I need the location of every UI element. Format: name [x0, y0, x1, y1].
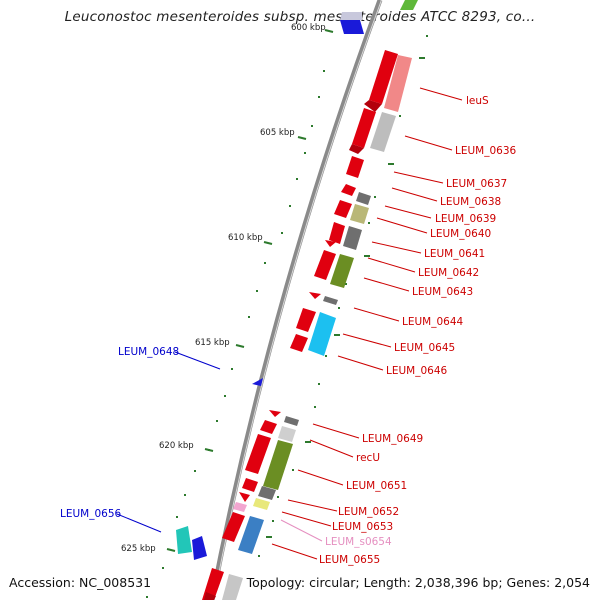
gene-0652-grey	[258, 486, 276, 500]
gene-0641-grey	[343, 226, 362, 250]
gene-0642	[314, 250, 336, 280]
gene-label-0656: LEUM_0656	[60, 508, 122, 520]
gene-0649-grey	[284, 416, 299, 426]
gene-0645-cyan	[308, 312, 336, 356]
gene-top-grey	[340, 12, 362, 20]
gene-0656-teal	[176, 526, 192, 554]
gene-label-0651: LEUM_0651	[346, 480, 407, 492]
gene-0640	[334, 200, 352, 218]
gene-recU-grey	[278, 426, 296, 442]
gene-0651	[245, 434, 271, 474]
gene-label-0643: LEUM_0643	[412, 286, 473, 298]
gene-label-0648: LEUM_0648	[118, 346, 179, 358]
gene-label-s0654: LEUM_s0654	[325, 536, 392, 548]
gene-0641	[329, 222, 345, 244]
gene-label-0640: LEUM_0640	[430, 228, 491, 240]
kbp-label-620: 620 kbp	[159, 441, 194, 451]
gene-top-green	[400, 0, 418, 10]
gene-label-leuS: leuS	[466, 95, 489, 107]
topology-text: Topology: circular; Length: 2,038,396 bp…	[246, 575, 590, 590]
gene-leuS-shadow	[384, 55, 412, 112]
gene-0655-blue	[238, 516, 264, 554]
gene-label-0639: LEUM_0639	[435, 213, 496, 225]
kbp-label-610: 610 kbp	[228, 233, 263, 243]
genome-backbone-highlight	[213, 0, 382, 600]
gene-label-0655: LEUM_0655	[319, 554, 380, 566]
gene-top-blue	[340, 20, 364, 34]
gene-0642-arrow	[325, 240, 336, 247]
gene-label-0636: LEUM_0636	[455, 145, 517, 157]
gene-0638	[341, 184, 356, 196]
gene-label-0653: LEUM_0653	[332, 521, 393, 533]
genome-title: Leuconostoc mesenteroides subsp. mesente…	[64, 9, 536, 25]
gene-label-recU: recU	[356, 452, 380, 464]
kbp-label-600: 600 kbp	[291, 23, 326, 33]
gene-label-0652: LEUM_0652	[338, 506, 399, 518]
outer-dot-ring	[146, 70, 325, 598]
gene-leuS-arrow	[364, 100, 382, 112]
kbp-tick-marks	[166, 29, 334, 552]
gene-0648-arrow	[252, 378, 263, 386]
gene-label-0646: LEUM_0646	[386, 365, 448, 377]
gene-label-0644: LEUM_0644	[402, 316, 464, 328]
gene-0636-shadow	[370, 112, 396, 152]
gene-0656-blue	[192, 536, 207, 560]
gene-label-0638: LEUM_0638	[440, 196, 501, 208]
inner-dot-ring	[258, 35, 428, 557]
gene-0645	[296, 308, 316, 332]
gene-0639-grey	[356, 192, 371, 205]
gene-0655	[222, 512, 245, 542]
left-gene-labels[interactable]: LEUM_0648 LEUM_0656	[60, 346, 179, 520]
gene-label-0642: LEUM_0642	[418, 267, 479, 279]
kbp-label-625: 625 kbp	[121, 544, 156, 554]
gene-0651-olive	[263, 440, 293, 490]
gene-0636-block	[352, 108, 376, 148]
gene-s0654-pink	[233, 502, 247, 512]
gene-0643-olive	[330, 254, 354, 288]
gene-0637	[346, 156, 364, 178]
right-gene-labels[interactable]: leuS LEUM_0636 LEUM_0637 LEUM_0638 LEUM_…	[319, 95, 517, 566]
gene-0640-olive	[350, 204, 369, 224]
right-leader-lines	[271, 87, 463, 560]
gene-0644-grey	[323, 296, 338, 305]
gene-label-0649: LEUM_0649	[362, 433, 423, 445]
gene-0646	[290, 334, 308, 352]
gene-bottom-grey	[222, 574, 243, 600]
gene-0644-arrow	[309, 292, 321, 299]
accession-text: Accession: NC_008531	[9, 575, 152, 590]
gene-0653-arrow	[239, 492, 250, 502]
gene-label-0645: LEUM_0645	[394, 342, 455, 354]
gene-recU	[260, 420, 277, 434]
reverse-genes[interactable]	[176, 378, 263, 560]
gene-0652	[242, 478, 258, 492]
gene-label-0641: LEUM_0641	[424, 248, 485, 260]
left-leader-lines	[116, 351, 221, 533]
kbp-label-615: 615 kbp	[195, 338, 230, 348]
gene-bottom-shadow	[204, 592, 216, 600]
leader-line-s0654	[280, 519, 323, 542]
kbp-label-605: 605 kbp	[260, 128, 295, 138]
gene-0653-yellow	[253, 498, 270, 510]
gene-0649-arrow	[269, 410, 281, 417]
gene-leuS-block	[369, 50, 398, 104]
gene-label-0637: LEUM_0637	[446, 178, 507, 190]
genome-backbone	[209, 0, 383, 600]
gene-bottom-red	[202, 568, 224, 600]
gene-0636-arrow	[349, 144, 364, 154]
forward-genes[interactable]	[202, 0, 418, 600]
